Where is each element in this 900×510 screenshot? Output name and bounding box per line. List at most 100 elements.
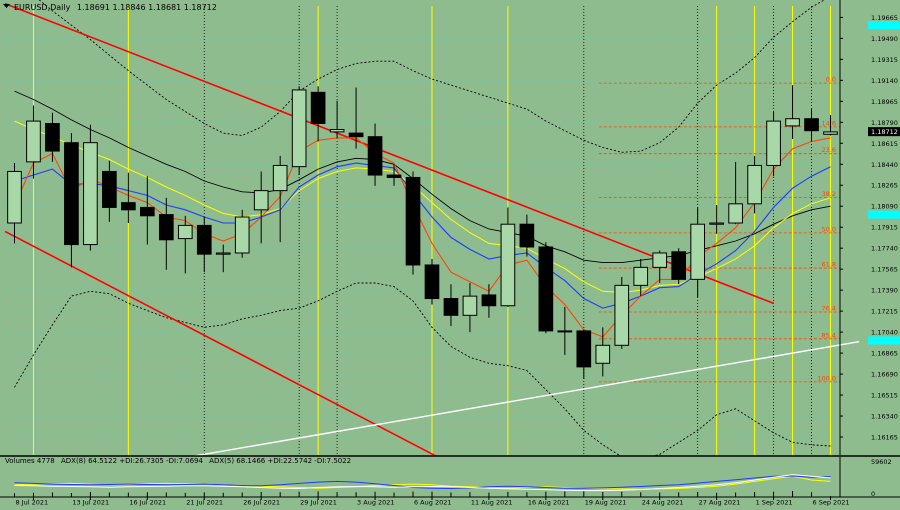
time-tick-label: 27 Aug 2021 [699, 499, 741, 507]
price-tick-label: 1.17565 [871, 266, 898, 274]
fib-level-label: 76.4 [822, 304, 836, 312]
time-tick-label: 29 Jul 2021 [300, 499, 337, 507]
candle-bearish [102, 170, 117, 208]
bollinger-lower [14, 282, 831, 460]
time-tick-label: 21 Jul 2021 [186, 499, 223, 507]
candle-bullish [652, 252, 668, 268]
candle-bearish [348, 132, 364, 138]
candle-bullish [728, 203, 743, 224]
candle-bearish [121, 202, 136, 211]
price-highlight-marker [868, 21, 900, 30]
price-tick-label: 1.16865 [871, 350, 898, 358]
candle-bullish [709, 222, 724, 225]
fib-level-label: 50.0 [822, 225, 836, 233]
candle-bullish [291, 89, 307, 168]
price-tick-label: 1.19665 [871, 14, 898, 22]
candle-bearish [538, 246, 554, 332]
time-tick-label: 1 Sep 2021 [756, 499, 793, 507]
time-tick-label: 6 Aug 2021 [414, 499, 452, 507]
time-tick-label: 11 Aug 2021 [471, 499, 513, 507]
fib-level-label: 61.8 [822, 261, 836, 269]
candle-bullish [614, 284, 630, 346]
price-highlight-marker [868, 336, 900, 345]
candle-bullish [26, 120, 41, 163]
subwindow-background [0, 456, 900, 497]
indicator-header: Volumes 4778 ADX(8) 64.5122 +DI:26.7305 … [5, 457, 351, 465]
price-tick-label: 1.17740 [871, 245, 898, 253]
candles-layer [7, 85, 838, 379]
candle-bearish [64, 142, 79, 246]
price-tick-label: 1.19315 [871, 56, 898, 64]
candle-bearish [139, 206, 155, 217]
price-tick-label: 1.17040 [871, 329, 898, 337]
fib-level-label: 38.2 [822, 190, 836, 198]
candle-bullish [272, 164, 288, 192]
candle-bearish [158, 214, 174, 241]
price-tick-label: 1.16165 [871, 434, 898, 442]
adx-plus-di-line [14, 475, 831, 490]
candle-bearish [196, 224, 212, 255]
chart-title: EURUSD,Daily 1.18691 1.18846 1.18681 1.1… [14, 3, 217, 12]
price-tick-label: 1.18265 [871, 182, 898, 190]
price-tick-label: 1.16690 [871, 371, 898, 379]
candle-bullish [253, 190, 269, 211]
support-trendline [175, 341, 860, 460]
indicator-subwindow: 59602 0 [0, 455, 900, 498]
candle-bearish [671, 251, 687, 280]
time-axis-layer: 8 Jul 2021 13 Jul 2021 16 Jul 2021 21 Jul 2… [15, 497, 850, 507]
candle-bullish [462, 295, 478, 316]
time-tick-label: 26 Jul 2021 [243, 499, 280, 507]
candle-bullish [329, 128, 345, 133]
fib-level-label: 0.0 [826, 76, 836, 84]
bollinger-layer [14, 0, 831, 460]
fib-level-label: 85.4 [822, 331, 836, 339]
current-price-label: 1.18712 [871, 128, 898, 136]
price-tick-label: 1.17915 [871, 224, 898, 232]
candle-bearish [576, 330, 592, 368]
candle-bearish [45, 122, 60, 152]
price-highlight-marker [868, 210, 900, 219]
fib-level-label: 23.6 [822, 146, 836, 154]
candle-bearish [519, 223, 535, 248]
candle-bullish [595, 344, 611, 364]
candle-bullish [234, 216, 250, 254]
volume-max-label: 59602 [871, 458, 892, 466]
time-tick-label: 16 Aug 2021 [528, 499, 570, 507]
time-tick-label: 16 Jul 2021 [129, 499, 166, 507]
price-tick-label: 1.18440 [871, 161, 898, 169]
candle-bullish [177, 224, 193, 240]
bollinger-upper [38, 0, 826, 153]
candle-bearish [310, 91, 326, 124]
channel-line [4, 2, 774, 305]
channel-line [4, 230, 461, 470]
dropdown-triangle-icon[interactable] [3, 4, 10, 8]
candle-bullish [785, 118, 800, 127]
candle-bullish [500, 223, 516, 307]
candle-bullish [215, 252, 231, 255]
volume-zero-label: 0 [871, 490, 875, 498]
adx-main-line [14, 474, 831, 492]
time-tick-label: 8 Jul 2021 [15, 499, 48, 507]
time-tick-label: 3 Aug 2021 [357, 499, 395, 507]
candle-bearish [386, 174, 402, 178]
price-tick-label: 1.18615 [871, 140, 898, 148]
price-tick-label: 1.19140 [871, 77, 898, 85]
adx5-label: ADX(5) 68.1466 +DI:22.5742 -DI:7.5022 [209, 457, 351, 465]
candle-bullish [7, 170, 22, 224]
symbol-label: EURUSD,Daily [14, 3, 71, 12]
price-tick-label: 1.17215 [871, 308, 898, 316]
candle-bearish [443, 298, 459, 316]
price-tick-label: 1.17390 [871, 287, 898, 295]
candle-bullish [747, 164, 762, 205]
current-price-box [868, 127, 900, 137]
price-tick-label: 1.16340 [871, 413, 898, 421]
adx-minus-di-line [14, 475, 831, 490]
candle-bearish [424, 264, 440, 300]
candle-bullish [633, 266, 649, 286]
price-tick-label: 1.18090 [871, 203, 898, 211]
price-tick-label: 1.19490 [871, 35, 898, 43]
candle-bullish [557, 330, 573, 333]
